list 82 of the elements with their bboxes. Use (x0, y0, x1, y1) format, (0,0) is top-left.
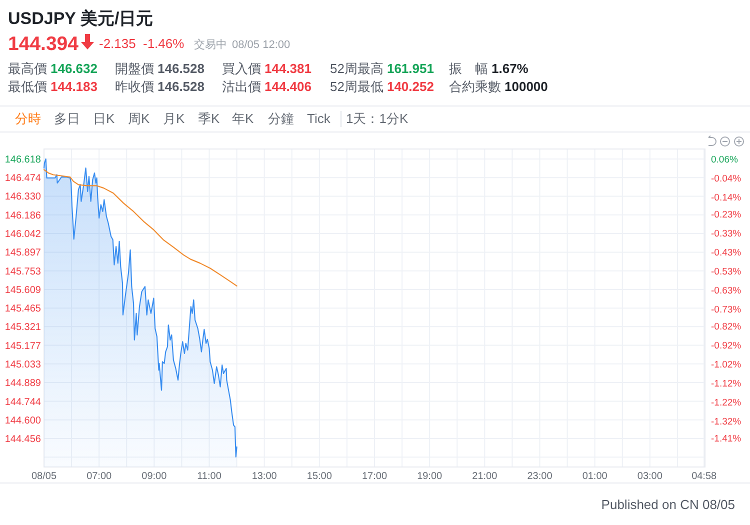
text: 多日 (54, 111, 80, 126)
text: 146.528 (158, 79, 204, 94)
x-tick-label: 09:00 (142, 471, 168, 482)
y-tick-label: 146.618 (4, 154, 42, 166)
x-tick-label: 23:00 (527, 471, 553, 482)
y-tick-label: 145.177 (4, 340, 42, 352)
y2-tick-label: -0.92% (711, 340, 742, 352)
text: 100000 (504, 79, 548, 94)
y2-tick-label: -1.32% (711, 416, 742, 428)
y2-tick-label: -0.82% (711, 322, 742, 333)
y-tick-label: 145.465 (4, 304, 42, 315)
x-tick-label: 04:58 (692, 471, 718, 482)
text: -1.46% (143, 36, 185, 51)
text: 最低價 (8, 79, 47, 94)
text: 開盤價 (115, 61, 154, 76)
text: 月K (163, 111, 185, 126)
y2-tick-label: -0.63% (711, 285, 742, 296)
x-tick-label: 01:00 (582, 471, 608, 482)
text: Tick (307, 111, 331, 126)
text: 52周最高 (330, 61, 384, 76)
x-tick-label: 03:00 (637, 471, 663, 482)
text: 最高價 (8, 61, 47, 76)
text: 交易中 (194, 38, 227, 51)
y2-tick-label: -0.14% (711, 192, 742, 204)
y-tick-label: 146.330 (4, 192, 42, 203)
text: 年K (232, 111, 254, 126)
y2-tick-label: -0.04% (711, 174, 742, 185)
y-tick-label: 144.889 (4, 378, 42, 390)
text: 144.406 (264, 79, 312, 94)
text: 1.67% (492, 61, 529, 76)
y-tick-label: 145.609 (4, 284, 42, 296)
text: 144.394 (8, 33, 79, 55)
y2-tick-label: -1.02% (711, 359, 742, 370)
y-tick-label: 146.474 (4, 173, 42, 184)
text: USDJPY 美元/日元 (8, 9, 154, 28)
text: 146.528 (158, 61, 204, 76)
y2-tick-label: 0.06% (711, 154, 738, 166)
text: 合約乘數 (449, 79, 501, 94)
x-tick-label: 13:00 (252, 471, 278, 482)
text: 分鐘 (268, 111, 294, 126)
text: 分時 (15, 111, 41, 126)
text: 161.951 (386, 61, 434, 76)
y-tick-label: 144.456 (4, 434, 42, 446)
y-tick-label: 146.186 (4, 210, 42, 222)
x-tick-label: 08/05 (31, 471, 57, 482)
y2-tick-label: -0.23% (711, 210, 742, 221)
x-tick-label: 17:00 (362, 471, 388, 482)
text: 52周最低 (330, 79, 384, 94)
y2-tick-label: -0.33% (711, 228, 742, 240)
y-tick-label: 145.033 (4, 359, 42, 370)
text: 周K (128, 111, 150, 126)
x-tick-label: 07:00 (86, 471, 112, 482)
y2-tick-label: -0.53% (711, 266, 742, 278)
text: 日K (93, 111, 115, 126)
x-tick-label: 11:00 (197, 471, 222, 482)
y-tick-label: 145.897 (4, 248, 42, 259)
y2-tick-label: -0.73% (711, 304, 742, 316)
y-tick-label: 145.753 (4, 266, 42, 278)
y2-tick-label: -0.43% (711, 248, 742, 259)
text: -2.135 (99, 36, 136, 51)
text: 140.252 (386, 79, 434, 94)
x-tick-label: 21:00 (472, 471, 498, 482)
y2-tick-label: -1.22% (711, 397, 742, 408)
x-tick-label: 19:00 (417, 471, 443, 482)
text: 昨收價 (115, 79, 154, 94)
text: 144.381 (264, 61, 312, 76)
text: 買入價 (222, 61, 261, 76)
text: 季K (198, 111, 220, 126)
text: 沽出價 (222, 79, 261, 94)
text: Published on CN 08/05 (601, 497, 735, 512)
text: 振 幅 (449, 61, 488, 76)
text: 1天：1分K (346, 111, 408, 126)
y-tick-label: 144.600 (4, 415, 42, 426)
text: 08/05 12:00 (232, 39, 290, 51)
y-tick-label: 145.321 (4, 322, 42, 334)
y2-tick-label: -1.41% (711, 433, 742, 444)
y-tick-label: 144.744 (4, 396, 42, 408)
text: 144.183 (50, 79, 98, 94)
text: 146.632 (50, 61, 98, 76)
y-tick-label: 146.042 (4, 228, 42, 240)
y2-tick-label: -1.12% (711, 378, 742, 390)
x-tick-label: 15:00 (306, 471, 332, 482)
